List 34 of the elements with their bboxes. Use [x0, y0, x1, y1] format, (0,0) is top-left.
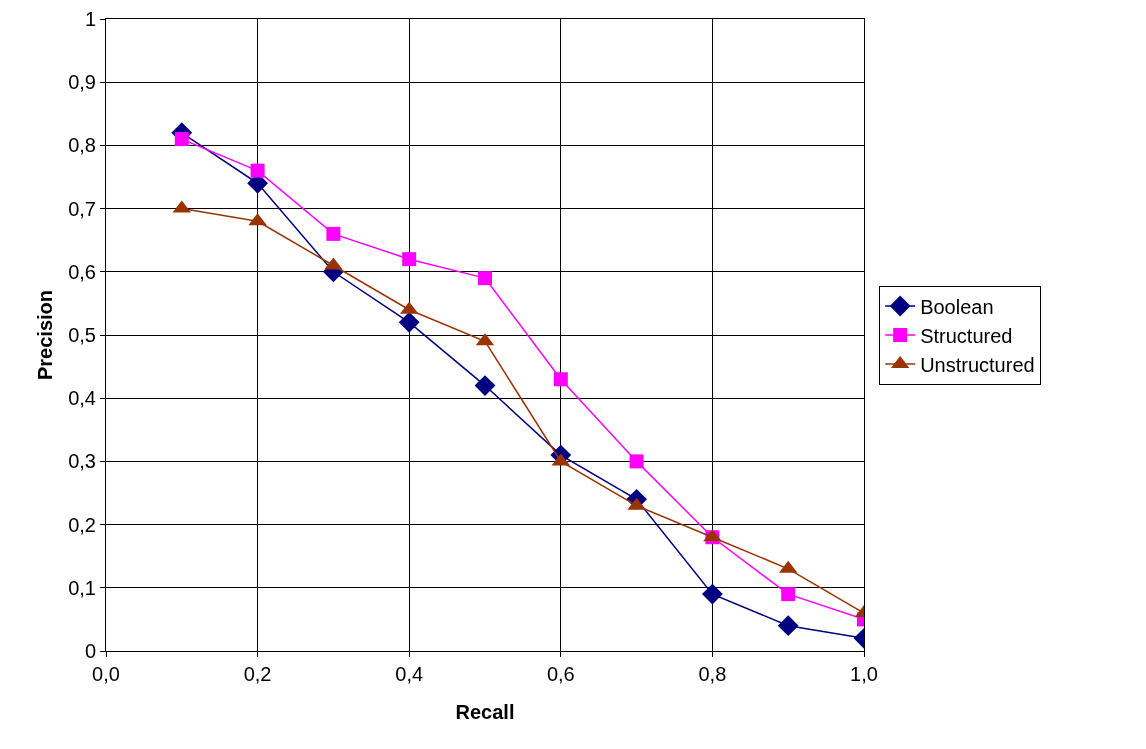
point	[553, 372, 568, 387]
y-tick-label: 0,8	[68, 134, 96, 157]
x-tick-label: 0,0	[92, 663, 120, 685]
y-tick-label: 0,6	[68, 260, 96, 283]
y-axis-title: Precision	[33, 289, 56, 381]
x-tick-label: 0,4	[395, 663, 424, 685]
point	[174, 132, 189, 147]
y-tick-label: 0,4	[68, 387, 96, 410]
x-tick-label: 0,8	[698, 663, 727, 685]
y-tick-label: 0	[84, 640, 96, 662]
point	[478, 271, 492, 286]
point	[781, 587, 796, 602]
legend-label: Boolean	[920, 295, 994, 318]
legend-label: Unstructured	[920, 353, 1035, 376]
y-tick-label: 0,1	[68, 576, 96, 599]
x-tick-label: 0,2	[243, 663, 272, 685]
x-axis-title: Recall	[455, 700, 515, 723]
point	[474, 375, 496, 396]
point	[250, 163, 265, 178]
point	[402, 252, 417, 267]
point	[777, 615, 799, 637]
y-tick-label: 0,7	[68, 197, 96, 220]
legend-label: Structured	[920, 324, 1013, 347]
point	[702, 583, 723, 605]
point	[629, 454, 644, 469]
y-tick-label: 0,3	[68, 450, 96, 473]
y-tick-label: 1	[84, 8, 96, 30]
x-tick-label: 1,0	[850, 663, 878, 685]
y-tick-label: 0,9	[68, 71, 96, 94]
x-tick-label: 0,6	[546, 663, 575, 685]
point	[326, 226, 341, 241]
y-tick-label: 0,5	[68, 324, 96, 346]
point	[398, 311, 420, 333]
y-tick-label: 0,2	[68, 513, 96, 536]
